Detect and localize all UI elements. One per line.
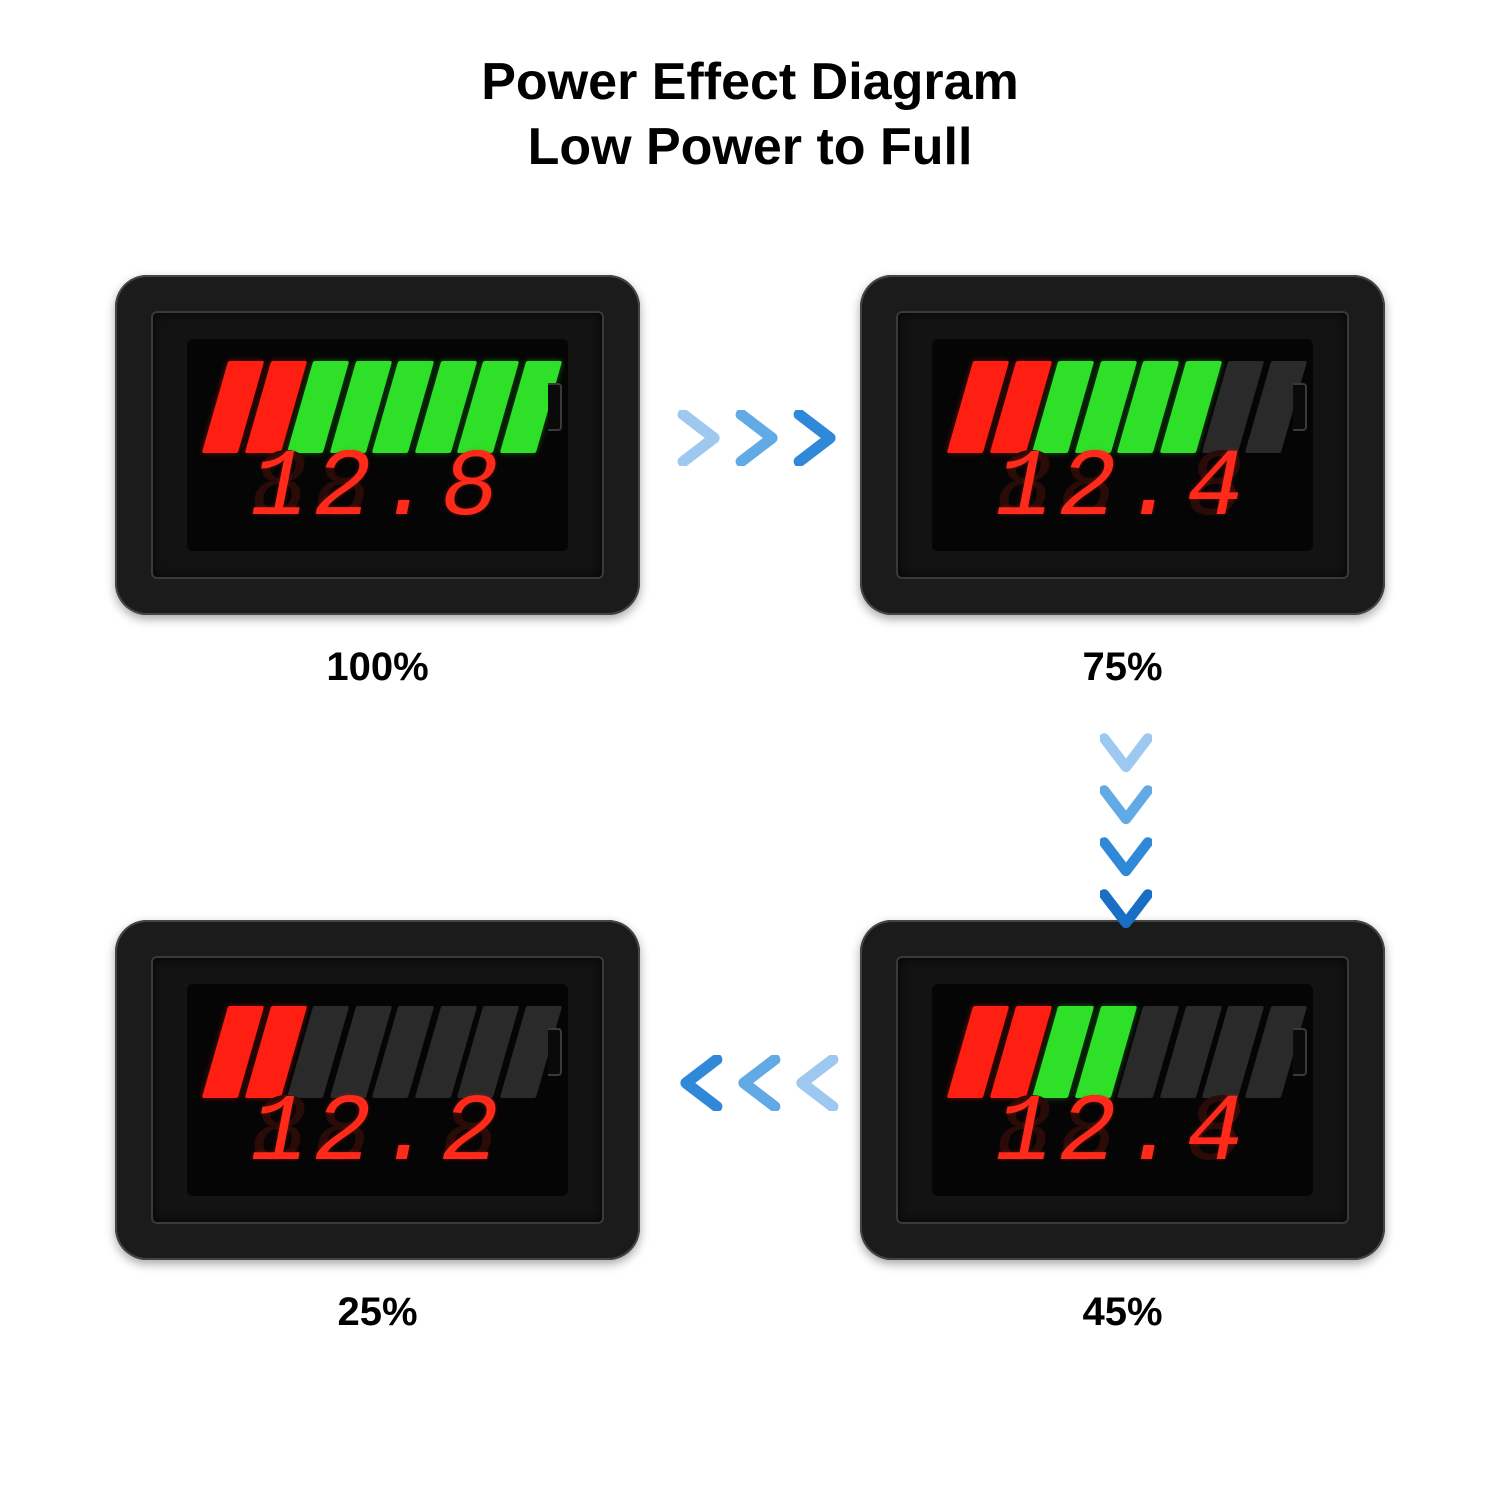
chevron-right-icon xyxy=(788,410,844,466)
voltage-readout: 12.8 xyxy=(187,441,568,537)
battery-nub-icon xyxy=(548,1028,562,1076)
meter-75pct: 88.8 12.4 xyxy=(860,275,1385,615)
meter-screen: 88.8 12.2 xyxy=(187,984,568,1196)
title-line-2: Low Power to Full xyxy=(0,115,1500,180)
caption-100pct: 100% xyxy=(115,645,640,690)
meter-25pct: 88.8 12.2 xyxy=(115,920,640,1260)
meter-100pct: 88.8 12.8 xyxy=(115,275,640,615)
chevron-down-icon xyxy=(1100,832,1152,884)
battery-nub-icon xyxy=(1293,1028,1307,1076)
title-block: Power Effect Diagram Low Power to Full xyxy=(0,50,1500,180)
chevron-right-icon xyxy=(730,410,786,466)
meter-45pct: 88.8 12.4 xyxy=(860,920,1385,1260)
voltage-readout: 12.2 xyxy=(187,1086,568,1182)
meter-bezel: 88.8 12.8 xyxy=(151,311,604,579)
chevron-left-icon xyxy=(730,1055,786,1111)
caption-45pct: 45% xyxy=(860,1290,1385,1335)
battery-nub-icon xyxy=(1293,383,1307,431)
battery-nub-icon xyxy=(548,383,562,431)
caption-75pct: 75% xyxy=(860,645,1385,690)
arrows-left-icon xyxy=(672,1055,844,1111)
meter-screen: 88.8 12.4 xyxy=(932,339,1313,551)
arrows-right-icon xyxy=(672,410,844,466)
voltage-readout: 12.4 xyxy=(932,441,1313,537)
chevron-down-icon xyxy=(1100,728,1152,780)
chevron-down-icon xyxy=(1100,884,1152,936)
chevron-down-icon xyxy=(1100,780,1152,832)
chevron-right-icon xyxy=(672,410,728,466)
meter-bezel: 88.8 12.4 xyxy=(896,311,1349,579)
title-line-1: Power Effect Diagram xyxy=(0,50,1500,115)
meter-screen: 88.8 12.4 xyxy=(932,984,1313,1196)
meter-screen: 88.8 12.8 xyxy=(187,339,568,551)
meter-bezel: 88.8 12.2 xyxy=(151,956,604,1224)
voltage-readout: 12.4 xyxy=(932,1086,1313,1182)
caption-25pct: 25% xyxy=(115,1290,640,1335)
meter-bezel: 88.8 12.4 xyxy=(896,956,1349,1224)
arrows-down-icon xyxy=(1100,728,1152,936)
chevron-left-icon xyxy=(672,1055,728,1111)
chevron-left-icon xyxy=(788,1055,844,1111)
